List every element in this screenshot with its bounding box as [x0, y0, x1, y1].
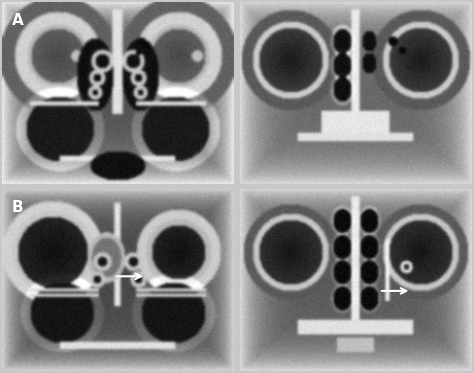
Text: A: A — [12, 13, 23, 28]
Text: B: B — [12, 200, 23, 215]
